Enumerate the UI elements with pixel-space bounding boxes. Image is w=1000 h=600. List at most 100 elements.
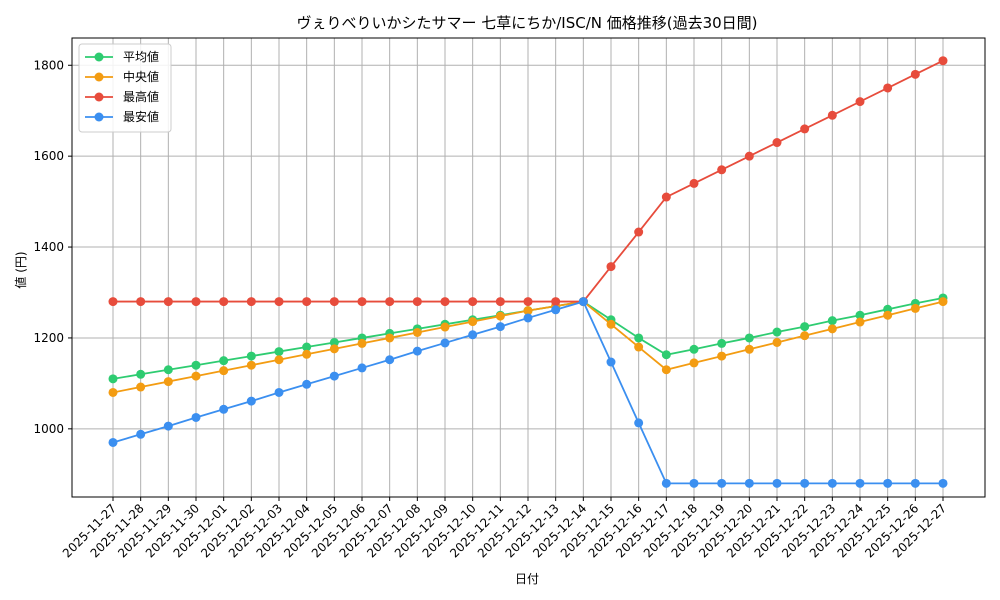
data-point	[108, 297, 118, 307]
data-point	[302, 342, 312, 352]
data-point	[772, 327, 782, 337]
legend-item: 最高値	[85, 89, 159, 104]
data-point	[855, 317, 865, 327]
data-point	[191, 360, 201, 370]
data-point	[634, 333, 644, 343]
data-point	[827, 324, 837, 334]
data-point	[246, 351, 256, 361]
data-point	[108, 437, 118, 447]
data-point	[412, 346, 422, 356]
y-tick-label: 1400	[33, 240, 64, 254]
data-point	[468, 317, 478, 327]
data-point	[219, 404, 229, 414]
y-axis-label: 値 (円)	[13, 251, 28, 288]
y-tick-label: 1600	[33, 149, 64, 163]
data-point	[468, 330, 478, 340]
data-point	[938, 478, 948, 488]
data-point	[910, 303, 920, 313]
data-point	[302, 379, 312, 389]
data-point	[219, 366, 229, 376]
data-point	[772, 478, 782, 488]
legend-swatch-marker	[94, 112, 104, 122]
data-point	[191, 297, 201, 307]
data-point	[302, 297, 312, 307]
data-point	[440, 297, 450, 307]
legend-swatch-marker	[94, 52, 104, 62]
data-point	[412, 327, 422, 337]
data-point	[108, 387, 118, 397]
data-point	[800, 478, 810, 488]
data-point	[772, 337, 782, 347]
data-point	[827, 110, 837, 120]
data-point	[910, 478, 920, 488]
legend-label: 最安値	[123, 109, 159, 124]
data-point	[689, 344, 699, 354]
data-point	[357, 363, 367, 373]
data-point	[744, 344, 754, 354]
data-point	[744, 333, 754, 343]
data-point	[800, 331, 810, 341]
legend-swatch-marker	[94, 92, 104, 102]
series-3	[108, 56, 948, 307]
data-point	[883, 478, 893, 488]
legend-item: 中央値	[85, 69, 159, 84]
data-point	[246, 297, 256, 307]
data-point	[689, 358, 699, 368]
y-axis: 1000 1200 1400 1600 1800	[33, 58, 72, 436]
data-point	[606, 319, 616, 329]
data-point	[938, 297, 948, 307]
series-layer	[108, 56, 948, 488]
data-point	[274, 347, 284, 357]
chart-title: ヴぇりべりいかシたサマー 七草にちか/ISC/N 価格推移(過去30日間)	[296, 14, 757, 32]
data-point	[661, 478, 671, 488]
data-point	[191, 371, 201, 381]
data-point	[523, 313, 533, 323]
data-point	[385, 355, 395, 365]
data-point	[329, 337, 339, 347]
data-point	[274, 387, 284, 397]
data-point	[661, 365, 671, 375]
data-point	[827, 316, 837, 326]
data-point	[191, 412, 201, 422]
legend-swatch-marker	[94, 72, 104, 82]
y-tick-label: 1200	[33, 331, 64, 345]
data-point	[717, 338, 727, 348]
data-point	[136, 382, 146, 392]
data-point	[689, 178, 699, 188]
legend-label: 平均値	[123, 49, 159, 64]
legend-box	[78, 43, 172, 133]
x-axis: 2025-11-272025-11-282025-11-292025-11-30…	[60, 497, 949, 560]
data-point	[717, 478, 727, 488]
data-point	[440, 338, 450, 348]
data-point	[717, 351, 727, 361]
data-point	[329, 297, 339, 307]
data-point	[219, 297, 229, 307]
data-point	[523, 306, 533, 316]
data-point	[634, 342, 644, 352]
data-point	[910, 69, 920, 79]
data-point	[551, 305, 561, 315]
data-point	[412, 297, 422, 307]
data-point	[606, 357, 616, 367]
data-point	[302, 349, 312, 359]
data-point	[385, 333, 395, 343]
data-point	[357, 338, 367, 348]
data-point	[855, 310, 865, 320]
y-tick-label: 1000	[33, 422, 64, 436]
data-point	[136, 297, 146, 307]
data-point	[578, 297, 588, 307]
data-point	[495, 311, 505, 321]
y-tick-label: 1800	[33, 58, 64, 72]
legend-item: 最安値	[85, 109, 159, 124]
data-point	[163, 297, 173, 307]
data-point	[634, 418, 644, 428]
data-point	[827, 478, 837, 488]
data-point	[385, 297, 395, 307]
legend-label: 最高値	[123, 89, 159, 104]
data-point	[551, 297, 561, 307]
data-point	[772, 138, 782, 148]
data-point	[883, 310, 893, 320]
data-point	[468, 297, 478, 307]
data-point	[800, 124, 810, 134]
data-point	[163, 365, 173, 375]
